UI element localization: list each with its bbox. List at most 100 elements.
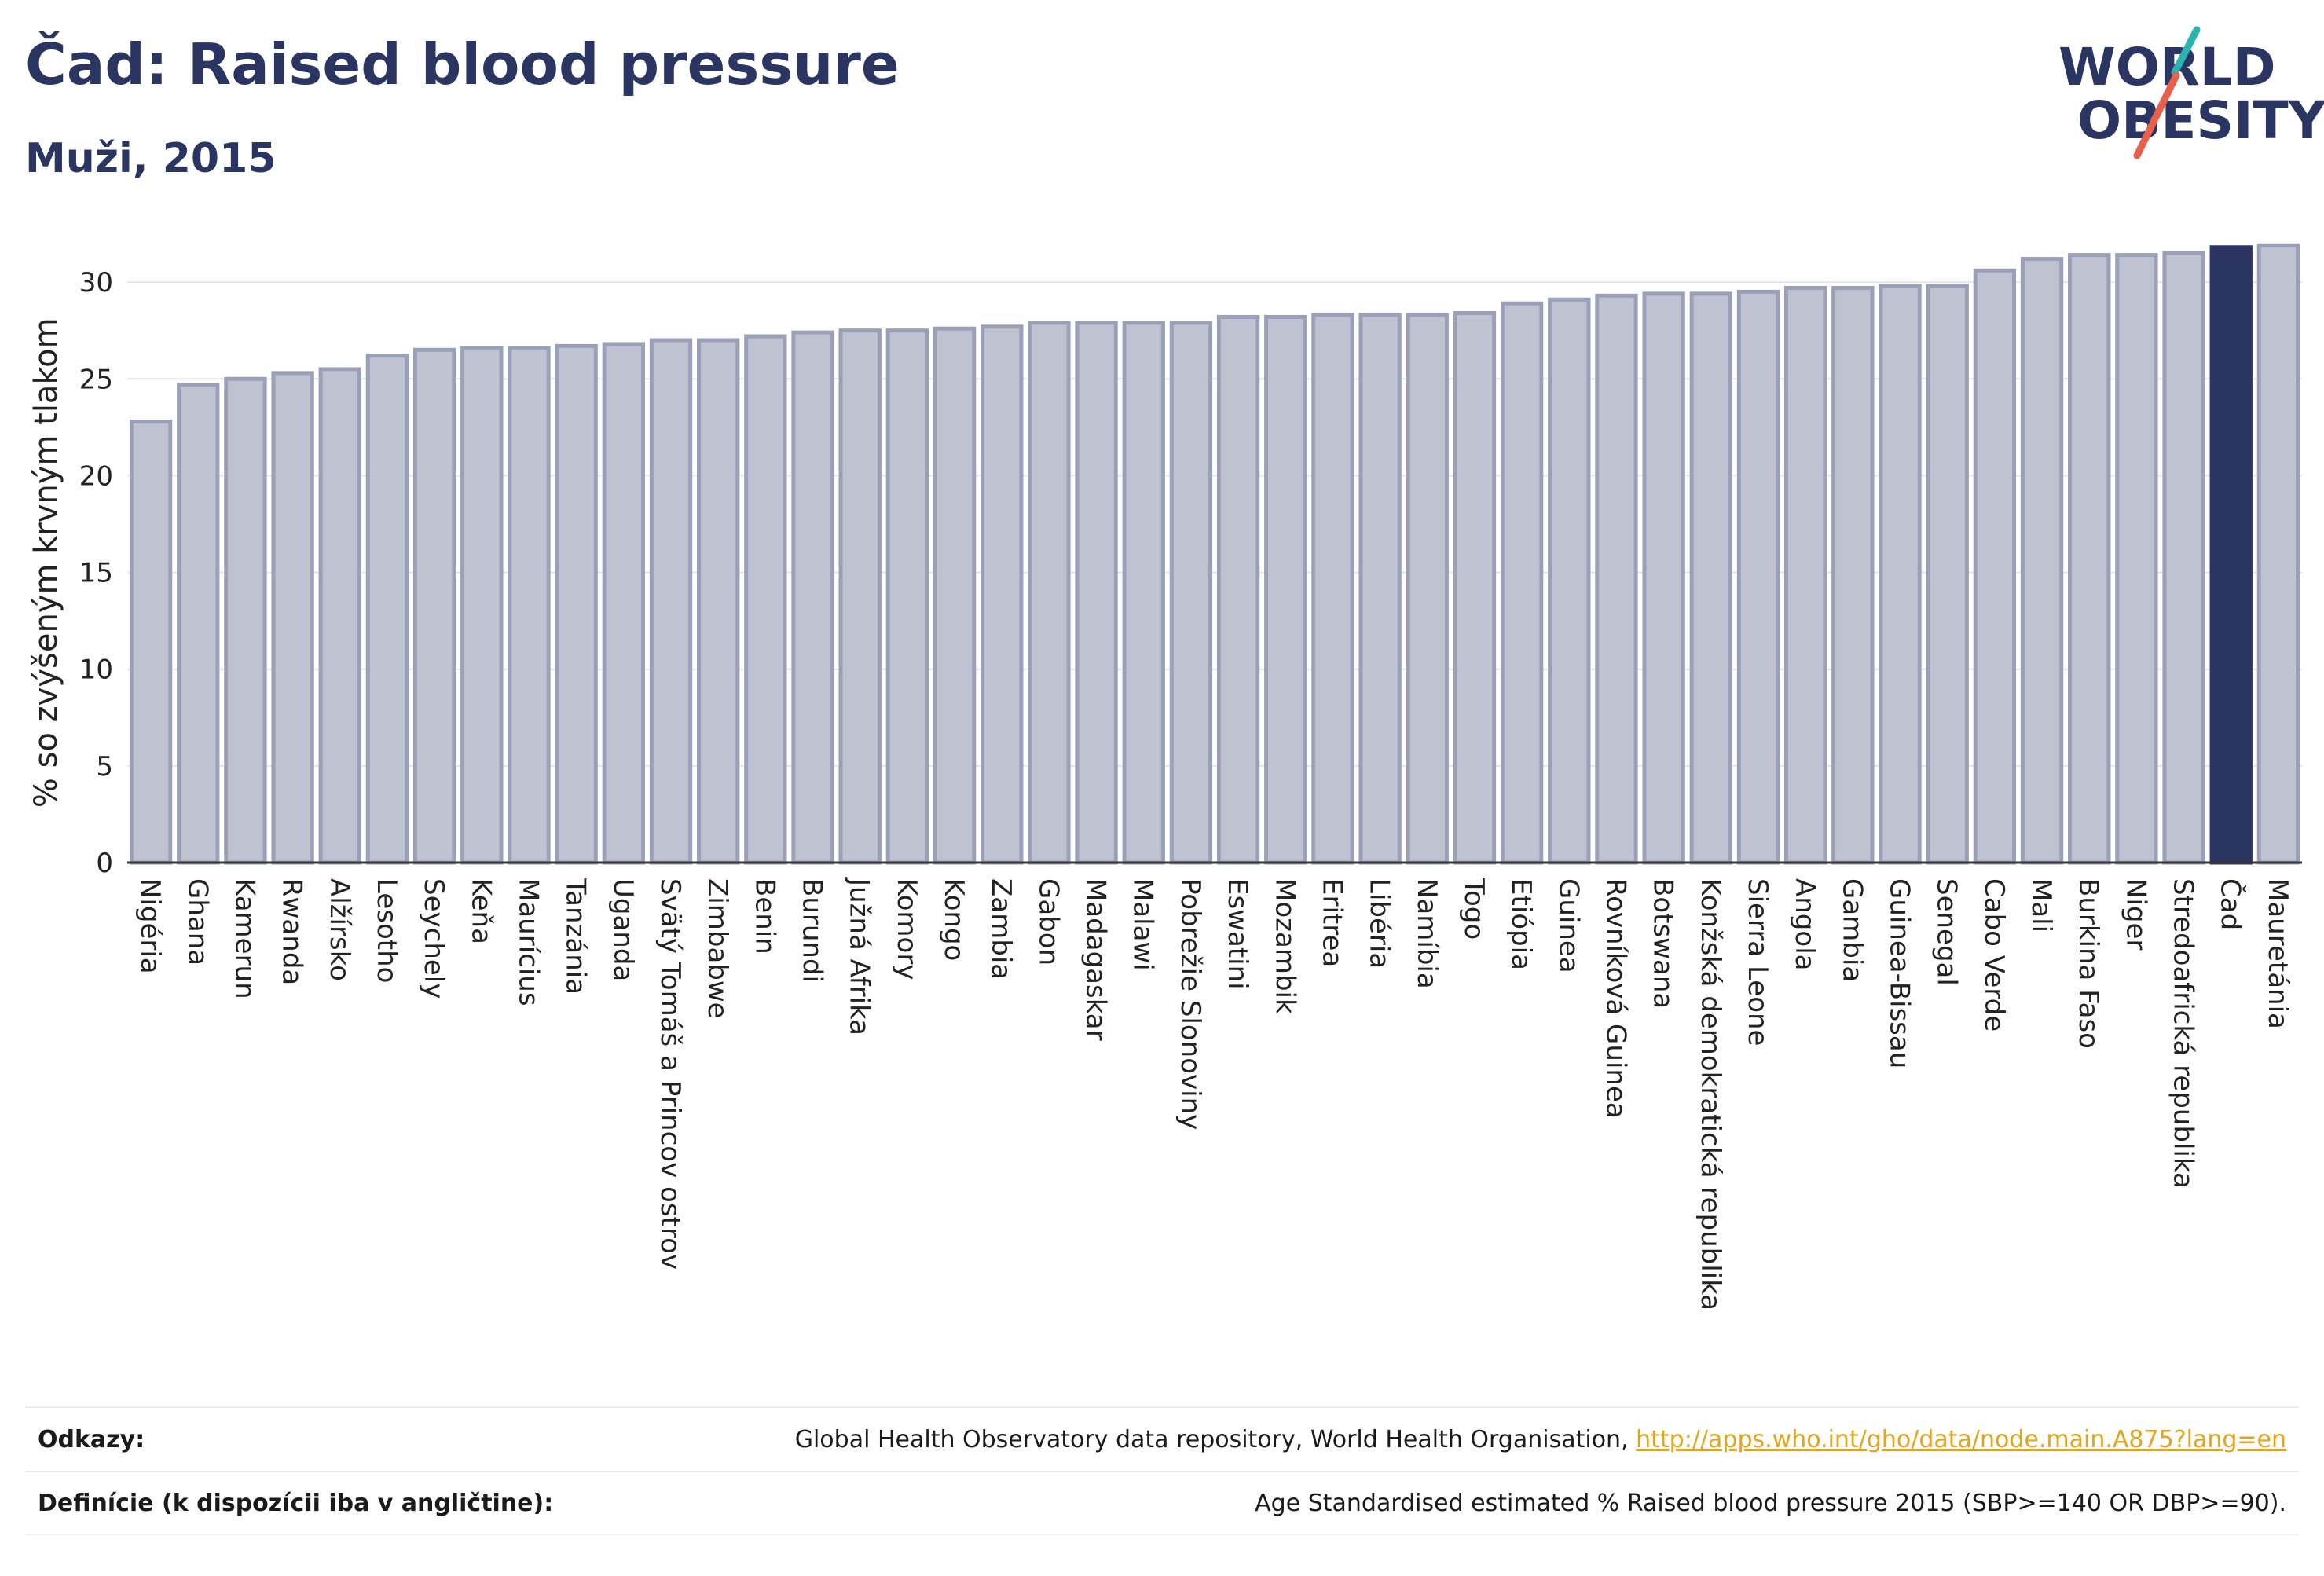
x-tick-label: Seychely bbox=[418, 878, 449, 999]
bar bbox=[838, 328, 882, 865]
x-tick-label: Gabon bbox=[1032, 878, 1064, 966]
x-tick-label: Guinea-Bissau bbox=[1884, 878, 1915, 1068]
bar bbox=[271, 371, 314, 865]
sources-link[interactable]: http://apps.who.int/gho/data/node.main.A… bbox=[1636, 1425, 2286, 1453]
bar bbox=[129, 419, 173, 865]
x-tick-label: Mali bbox=[2025, 878, 2057, 933]
world-obesity-logo: WORLD OBESITY bbox=[2058, 26, 2324, 159]
bar bbox=[1831, 285, 1875, 865]
x-tick-label: Guinea bbox=[1552, 878, 1584, 973]
bar bbox=[555, 343, 598, 865]
x-tick-label: Malawi bbox=[1127, 878, 1159, 971]
bar bbox=[177, 383, 220, 865]
bar bbox=[1453, 311, 1497, 865]
bar bbox=[1358, 313, 1402, 865]
bar bbox=[2020, 257, 2064, 865]
x-tick-label: Keňa bbox=[465, 878, 497, 944]
bar bbox=[1311, 313, 1354, 865]
x-tick-label: Nigéria bbox=[134, 878, 166, 974]
bar bbox=[697, 338, 740, 865]
y-axis-label: % so zvýšeným krvným tlakom bbox=[28, 317, 64, 808]
bar bbox=[2068, 253, 2111, 865]
x-tick-label: Zambia bbox=[985, 878, 1017, 980]
logo-slash-teal bbox=[2171, 26, 2201, 76]
x-tick-label: Tanzánia bbox=[560, 878, 592, 995]
bar bbox=[1169, 321, 1213, 865]
x-tick-label: Uganda bbox=[607, 878, 639, 981]
y-tick-label: 25 bbox=[79, 364, 113, 395]
x-tick-label: Eritrea bbox=[1316, 878, 1347, 967]
bar bbox=[602, 342, 645, 865]
x-tick-label: Alžírsko bbox=[324, 878, 355, 981]
bar bbox=[1784, 285, 1827, 865]
x-tick-label: Burundi bbox=[797, 878, 828, 983]
bar bbox=[1406, 313, 1449, 865]
y-tick-label: 30 bbox=[79, 267, 113, 299]
x-tick-label: Namíbia bbox=[1411, 878, 1442, 989]
y-tick-label: 5 bbox=[96, 751, 113, 783]
x-tick-label: Mozambik bbox=[1269, 878, 1300, 1014]
bar bbox=[1075, 321, 1118, 865]
bar bbox=[1642, 291, 1685, 865]
x-tick-label: Južná Afrika bbox=[844, 877, 875, 1035]
bar bbox=[1689, 291, 1732, 865]
x-tick-label: Libéria bbox=[1364, 878, 1395, 969]
bar bbox=[318, 367, 361, 865]
definition-row: Definície (k dispozícii iba v angličtine… bbox=[25, 1471, 2299, 1535]
bar bbox=[2115, 253, 2158, 865]
x-tick-label: Zimbabwe bbox=[702, 878, 733, 1019]
bar bbox=[412, 347, 456, 865]
x-tick-label: Botswana bbox=[1648, 878, 1679, 1009]
x-tick-label: Angola bbox=[1789, 878, 1820, 970]
bar bbox=[744, 334, 787, 865]
bar bbox=[2162, 251, 2205, 865]
bar bbox=[1216, 314, 1260, 865]
bar bbox=[649, 338, 693, 865]
chart-subtitle: Muži, 2015 bbox=[25, 135, 277, 182]
x-tick-label: Niger bbox=[2120, 878, 2151, 950]
bar bbox=[791, 330, 834, 865]
chart-title: Čad: Raised blood pressure bbox=[25, 31, 900, 97]
y-tick-label: 0 bbox=[96, 848, 113, 879]
bar bbox=[933, 326, 977, 865]
x-tick-label: Čad bbox=[2215, 878, 2247, 930]
bar bbox=[1028, 321, 1071, 865]
logo-slash-coral bbox=[2133, 71, 2180, 159]
sources-text: Global Health Observatory data repositor… bbox=[794, 1425, 1637, 1453]
bar bbox=[885, 328, 929, 865]
y-tick-label: 20 bbox=[79, 460, 113, 492]
x-tick-label: Rovníková Guinea bbox=[1600, 878, 1631, 1119]
x-tick-label: Senegal bbox=[1931, 878, 1963, 986]
x-tick-label: Madagaskar bbox=[1080, 878, 1112, 1041]
x-tick-label: Stredoafrická republika bbox=[2168, 878, 2199, 1189]
x-tick-label: Ghana bbox=[181, 878, 213, 966]
bar bbox=[460, 346, 504, 865]
bar bbox=[1122, 321, 1165, 865]
x-tick-label: Konžská demokratická republika bbox=[1695, 878, 1726, 1310]
x-tick-label: Burkina Faso bbox=[2073, 878, 2104, 1049]
bar bbox=[1595, 293, 1638, 865]
bar bbox=[1736, 289, 1780, 865]
sources-value: Global Health Observatory data repositor… bbox=[795, 1426, 2286, 1453]
x-tick-label: Gambia bbox=[1836, 878, 1868, 982]
x-tick-label: Lesotho bbox=[371, 878, 402, 983]
x-tick-label: Togo bbox=[1458, 878, 1490, 940]
x-tick-label: Maurícius bbox=[512, 878, 544, 1006]
bar bbox=[1264, 314, 1307, 865]
x-tick-label: Sierra Leone bbox=[1742, 878, 1773, 1046]
x-tick-label: Eswatini bbox=[1222, 878, 1253, 990]
bar bbox=[1879, 284, 1922, 865]
bar bbox=[1500, 301, 1544, 865]
x-tick-label: Kongo bbox=[938, 878, 970, 961]
definition-label: Definície (k dispozícii iba v angličtine… bbox=[38, 1489, 554, 1517]
bar bbox=[2256, 243, 2300, 865]
x-tick-label: Svätý Tomáš a Princov ostrov bbox=[654, 878, 686, 1270]
x-tick-label: Komory bbox=[891, 878, 922, 980]
y-tick-label: 10 bbox=[79, 654, 113, 686]
x-tick-label: Rwanda bbox=[277, 878, 308, 985]
bar bbox=[1548, 297, 1591, 865]
x-tick-label: Benin bbox=[749, 878, 780, 955]
bar bbox=[508, 346, 551, 865]
x-tick-label: Mauretánia bbox=[2262, 878, 2293, 1029]
bar bbox=[2209, 245, 2253, 865]
